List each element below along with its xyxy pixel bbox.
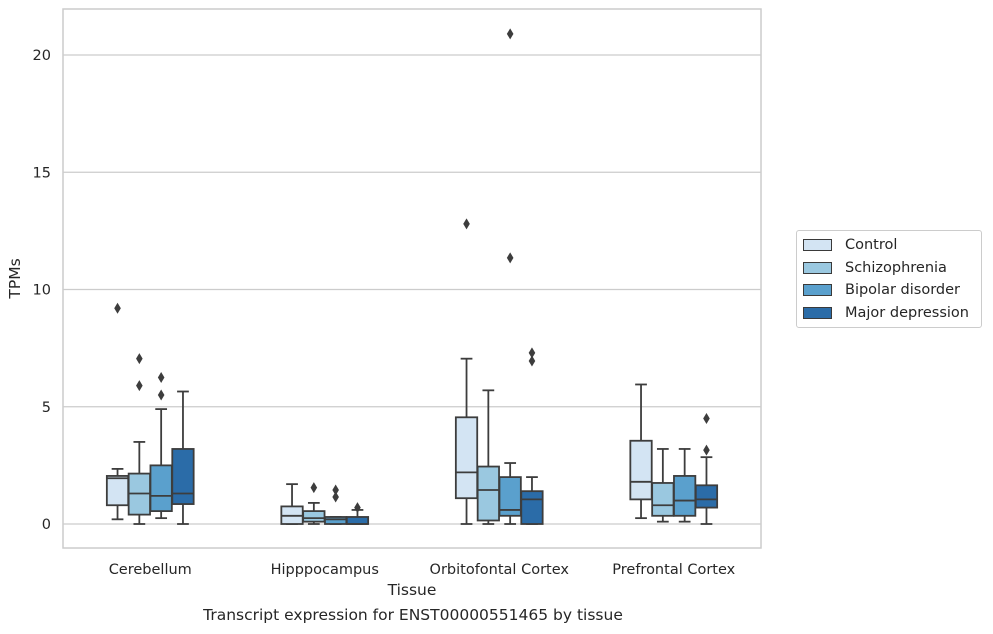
box-group xyxy=(127,353,151,525)
x-tick-label: Hipppocampus xyxy=(271,562,379,578)
outlier-point xyxy=(354,502,361,514)
x-axis-ticks: Cerebellum Hipppocampus Orbitofontal Corte… xyxy=(109,562,736,578)
box-group xyxy=(694,412,719,525)
box-group xyxy=(324,484,348,525)
box-group xyxy=(498,28,522,525)
outlier-point xyxy=(463,218,470,230)
legend-label: Bipolar disorder xyxy=(845,282,960,299)
box xyxy=(520,490,544,525)
box-series xyxy=(105,28,719,525)
box xyxy=(149,464,173,513)
plot-frame xyxy=(62,8,762,549)
box-group xyxy=(454,218,479,525)
y-tick-label: 15 xyxy=(33,165,51,181)
x-axis-label: Tissue xyxy=(387,581,437,599)
x-tick-label: Cerebellum xyxy=(109,562,192,578)
x-tick-label: Prefrontal Cortex xyxy=(612,562,735,578)
y-axis-ticks: 0 5 10 15 20 xyxy=(33,48,51,533)
box-group xyxy=(345,502,370,525)
box xyxy=(651,482,675,517)
box-group xyxy=(520,347,544,525)
box-group xyxy=(629,383,653,520)
y-axis-label: TPMs xyxy=(6,258,24,299)
box-group xyxy=(171,390,195,525)
box-group xyxy=(149,371,173,520)
x-tick-label: Orbitofontal Cortex xyxy=(430,562,570,578)
outlier-point xyxy=(136,380,143,392)
outlier-point xyxy=(506,252,514,264)
legend-item: Control xyxy=(797,234,981,257)
box xyxy=(694,484,719,509)
legend-label: Control xyxy=(845,237,898,254)
legend-swatch xyxy=(803,284,832,297)
outlier-point xyxy=(528,355,536,367)
outlier-point xyxy=(528,347,536,359)
box xyxy=(324,516,348,525)
box-group xyxy=(105,302,130,521)
outlier-point xyxy=(157,389,165,401)
outlier-point xyxy=(332,484,339,496)
box xyxy=(302,510,326,523)
box-group xyxy=(476,389,500,525)
box xyxy=(345,516,370,525)
y-tick-label: 0 xyxy=(42,517,51,533)
box-group xyxy=(673,448,697,523)
legend-swatch xyxy=(803,239,832,252)
box xyxy=(673,475,697,517)
box-group xyxy=(651,448,675,523)
outlier-point xyxy=(310,482,318,494)
legend-item: Schizophrenia xyxy=(797,257,981,280)
outlier-point xyxy=(157,371,165,383)
y-tick-label: 20 xyxy=(33,48,51,64)
y-tick-label: 5 xyxy=(42,400,51,416)
chart-caption: Transcript expression for ENST0000055146… xyxy=(203,606,623,624)
box xyxy=(454,416,479,500)
outlier-point xyxy=(703,412,710,424)
legend-swatch xyxy=(803,306,832,319)
legend: Control Schizophrenia Bipolar disorder Majo… xyxy=(796,230,982,328)
outlier-point xyxy=(114,302,121,314)
grid-lines xyxy=(63,54,761,525)
legend-label: Major depression xyxy=(845,304,969,321)
box-group xyxy=(280,483,304,525)
outlier-point xyxy=(506,28,514,40)
box xyxy=(171,448,195,505)
legend-item: Bipolar disorder xyxy=(797,279,981,302)
outlier-point xyxy=(332,491,339,503)
legend-label: Schizophrenia xyxy=(845,259,947,276)
legend-swatch xyxy=(803,261,832,274)
box xyxy=(476,465,500,522)
box xyxy=(105,475,130,507)
box-group xyxy=(302,482,326,525)
box xyxy=(629,439,653,501)
outlier-point xyxy=(136,353,143,365)
y-tick-label: 10 xyxy=(33,283,51,299)
legend-item: Major depression xyxy=(797,302,981,325)
outlier-point xyxy=(703,444,710,456)
